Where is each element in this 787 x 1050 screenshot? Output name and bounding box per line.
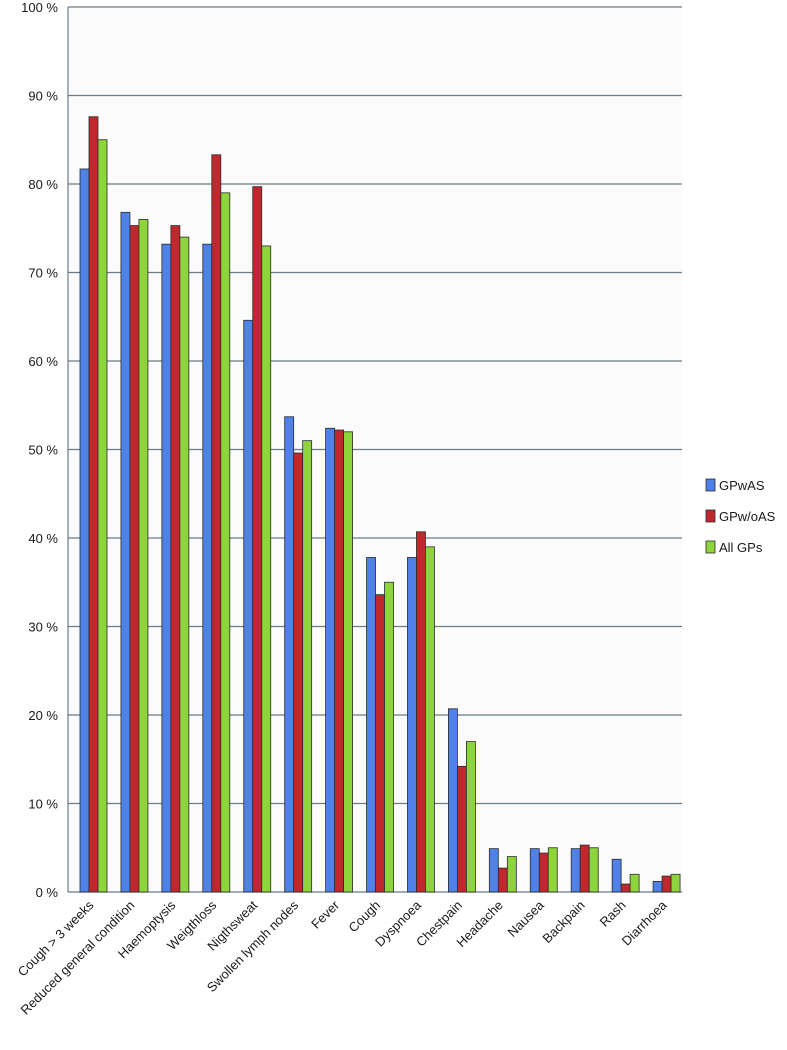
- y-tick-label: 70 %: [28, 266, 58, 281]
- bar-gpwas-5: [284, 416, 295, 893]
- y-tick-label: 100 %: [21, 0, 58, 15]
- bar-all-gps-14: [670, 873, 681, 893]
- bar-gpw-oas-1: [129, 225, 140, 893]
- bar-gpwas-11: [529, 848, 540, 893]
- x-tick-label: Rash: [597, 898, 629, 930]
- bar-all-gps-2: [179, 236, 190, 893]
- bar-gpwas-13: [611, 858, 622, 893]
- bar-gpwas-7: [366, 557, 376, 893]
- legend-label: GPwAS: [719, 478, 765, 493]
- bar-gpwas-1: [120, 211, 131, 893]
- bar-all-gps-8: [425, 546, 435, 893]
- bar-gpwas-4: [243, 319, 254, 893]
- y-tick-label: 40 %: [28, 531, 58, 546]
- bar-gpw-oas-13: [620, 883, 631, 893]
- bar-gpwas-12: [570, 848, 581, 893]
- y-tick-label: 90 %: [28, 89, 58, 104]
- bar-gpwas-10: [488, 848, 499, 893]
- bar-all-gps-13: [629, 873, 640, 893]
- legend-swatch: [705, 509, 716, 523]
- bar-all-gps-12: [588, 847, 599, 893]
- legend-swatch: [705, 540, 716, 554]
- bar-gpw-oas-3: [211, 154, 222, 893]
- x-tick-label: Diarrhoea: [619, 897, 671, 949]
- bar-all-gps-4: [261, 245, 272, 893]
- bar-all-gps-5: [302, 440, 313, 893]
- bar-gpw-oas-0: [88, 116, 99, 893]
- y-tick-label: 20 %: [28, 708, 58, 723]
- bar-gpw-oas-9: [456, 765, 467, 893]
- bar-all-gps-6: [343, 431, 354, 893]
- bar-gpw-oas-12: [579, 844, 590, 893]
- bars: [79, 116, 681, 893]
- bar-all-gps-9: [465, 741, 476, 893]
- legend-label: GPw/oAS: [719, 509, 776, 524]
- y-axis-tick-labels: 0 % 10 % 20 % 30 % 40 % 50 % 60 % 70 % 80 % 90 % 1…: [21, 0, 58, 900]
- bar-gpwas-6: [325, 427, 336, 893]
- y-tick-label: 0 %: [36, 885, 59, 900]
- y-tick-label: 80 %: [28, 177, 58, 192]
- x-tick-label: Cough > 3 weeks: [15, 897, 97, 979]
- bar-all-gps-11: [547, 847, 558, 893]
- bar-gpwas-14: [652, 880, 663, 893]
- bar-gpwas-3: [202, 243, 213, 893]
- bar-gpw-oas-8: [416, 531, 426, 893]
- bar-all-gps-1: [138, 218, 149, 893]
- y-tick-label: 60 %: [28, 354, 58, 369]
- legend-swatch: [705, 478, 716, 492]
- bar-gpwas-2: [161, 243, 172, 893]
- legend: GPwAS GPw/oAS All GPs: [705, 478, 776, 555]
- x-tick-label: Fever: [308, 897, 343, 932]
- bar-gpw-oas-11: [538, 852, 549, 893]
- y-tick-label: 50 %: [28, 443, 58, 458]
- bar-gpwas-8: [407, 557, 417, 893]
- bar-all-gps-3: [220, 192, 231, 893]
- bar-gpw-oas-7: [375, 594, 385, 893]
- bar-gpw-oas-2: [170, 225, 181, 893]
- bar-gpw-oas-14: [661, 875, 672, 893]
- bar-gpw-oas-6: [334, 429, 345, 893]
- bar-gpwas-0: [79, 168, 90, 893]
- y-tick-label: 10 %: [28, 797, 58, 812]
- bar-gpw-oas-10: [497, 867, 508, 893]
- y-tick-label: 30 %: [28, 620, 58, 635]
- bar-gpw-oas-4: [252, 186, 263, 893]
- bar-all-gps-0: [97, 139, 108, 893]
- x-tick-label: Backpain: [539, 898, 587, 946]
- bar-all-gps-7: [384, 581, 394, 893]
- bar-gpw-oas-5: [293, 452, 304, 893]
- bar-all-gps-10: [506, 856, 517, 893]
- legend-label: All GPs: [719, 540, 763, 555]
- x-tick-label: Cough: [345, 898, 383, 936]
- bar-gpwas-9: [447, 708, 458, 893]
